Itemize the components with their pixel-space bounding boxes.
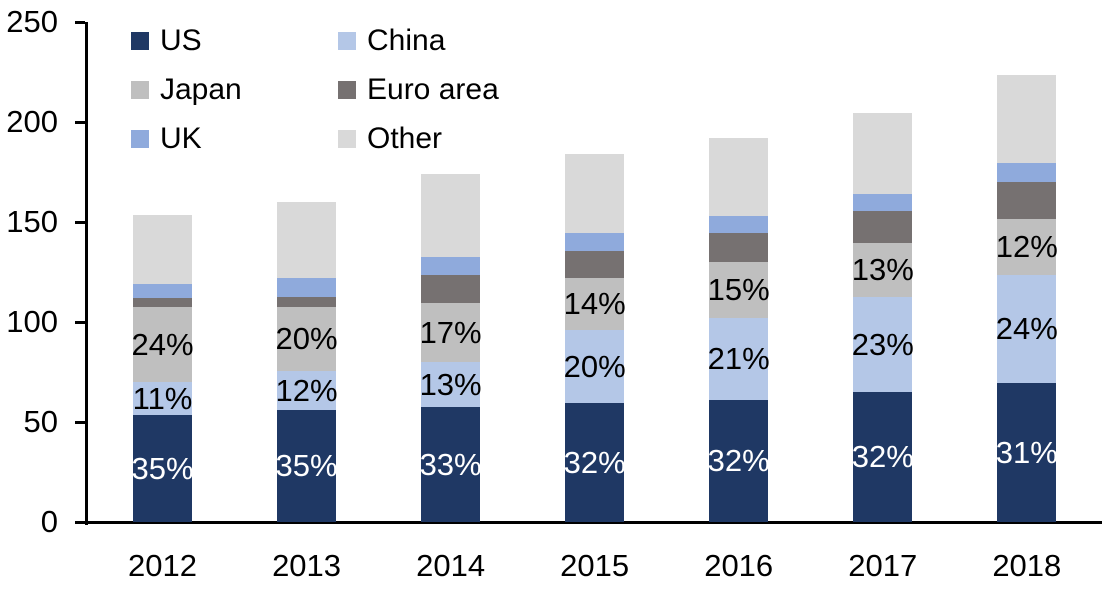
- x-tick-label: 2012: [128, 548, 197, 583]
- bar-segment-euro-area: [277, 297, 337, 307]
- bar-segment-euro-area: [133, 298, 192, 307]
- bar-segment-uk: [565, 233, 625, 251]
- bar-segment-other: [997, 75, 1057, 163]
- bar-segment-other: [709, 138, 769, 216]
- bar-segment-china: [421, 362, 481, 407]
- bar-segment-other: [565, 154, 625, 233]
- y-tick-mark: [75, 121, 85, 124]
- y-tick-mark: [75, 21, 85, 24]
- legend-swatch-icon: [338, 81, 356, 99]
- legend-swatch-icon: [338, 32, 356, 50]
- legend-item-us: US: [131, 24, 202, 58]
- bar-segment-euro-area: [421, 275, 481, 303]
- bar-segment-japan: [997, 219, 1057, 275]
- bar-segment-china: [565, 330, 625, 403]
- y-tick-mark: [75, 421, 85, 424]
- bar-segment-china: [709, 318, 769, 400]
- bar-segment-japan: [853, 243, 913, 297]
- bar-segment-japan: [421, 303, 481, 362]
- legend-item-japan: Japan: [131, 73, 242, 107]
- legend-swatch-icon: [131, 81, 149, 99]
- legend-label: Other: [367, 122, 443, 155]
- bar-segment-japan: [565, 278, 625, 330]
- x-tick-label: 2016: [704, 548, 774, 583]
- bar-segment-japan: [277, 307, 337, 371]
- bar-segment-other: [853, 113, 913, 194]
- legend-swatch-icon: [131, 130, 149, 148]
- x-tick-label: 2018: [992, 548, 1062, 583]
- y-axis-line: [85, 22, 88, 525]
- bar-segment-uk: [133, 284, 192, 298]
- bar-segment-us: [997, 383, 1057, 522]
- bar-segment-china: [133, 382, 192, 415]
- x-axis-line: [85, 521, 1102, 524]
- bar-segment-other: [277, 202, 337, 278]
- legend-item-other: Other: [338, 122, 442, 156]
- bar-segment-uk: [853, 194, 913, 211]
- y-tick-label: 50: [23, 404, 58, 439]
- bar-segment-uk: [421, 257, 481, 275]
- y-tick-label: 100: [6, 304, 58, 339]
- y-tick-mark: [75, 521, 85, 524]
- y-tick-mark: [75, 321, 85, 324]
- bar-segment-euro-area: [565, 251, 625, 278]
- bar-segment-us: [565, 403, 625, 522]
- bar-segment-japan: [709, 262, 769, 318]
- bar-segment-us: [853, 392, 913, 522]
- y-tick-label: 200: [6, 104, 58, 139]
- legend-swatch-icon: [131, 32, 149, 50]
- x-tick-label: 2013: [272, 548, 342, 583]
- legend-item-china: China: [338, 24, 445, 58]
- x-tick-label: 2017: [848, 548, 918, 583]
- bar-segment-us: [277, 410, 337, 522]
- legend-label: Euro area: [367, 73, 499, 106]
- bar-segment-us: [133, 415, 192, 522]
- y-tick-mark: [75, 221, 85, 224]
- legend-item-euro-area: Euro area: [338, 73, 499, 107]
- legend-label: US: [160, 24, 202, 57]
- x-tick-label: 2015: [560, 548, 630, 583]
- legend-label: UK: [160, 122, 202, 155]
- bar-segment-uk: [709, 216, 769, 233]
- bar-segment-euro-area: [997, 182, 1057, 219]
- bar-segment-japan: [133, 307, 192, 382]
- bar-segment-us: [709, 400, 769, 522]
- bar-segment-uk: [997, 163, 1057, 182]
- legend-label: Japan: [160, 73, 242, 106]
- bar-segment-uk: [277, 278, 337, 297]
- bar-segment-other: [421, 174, 481, 257]
- x-tick-label: 2014: [416, 548, 486, 583]
- bar-segment-euro-area: [709, 233, 769, 262]
- y-tick-label: 250: [6, 4, 58, 39]
- bar-segment-other: [133, 215, 192, 284]
- bar-segment-us: [421, 407, 481, 522]
- legend-item-uk: UK: [131, 122, 202, 156]
- bar-segment-china: [997, 275, 1057, 383]
- legend-swatch-icon: [338, 130, 356, 148]
- bar-segment-china: [277, 371, 337, 410]
- bar-segment-china: [853, 297, 913, 392]
- y-tick-label: 0: [40, 504, 58, 539]
- legend-label: China: [367, 24, 446, 57]
- y-tick-label: 150: [6, 204, 58, 239]
- bar-segment-euro-area: [853, 211, 913, 243]
